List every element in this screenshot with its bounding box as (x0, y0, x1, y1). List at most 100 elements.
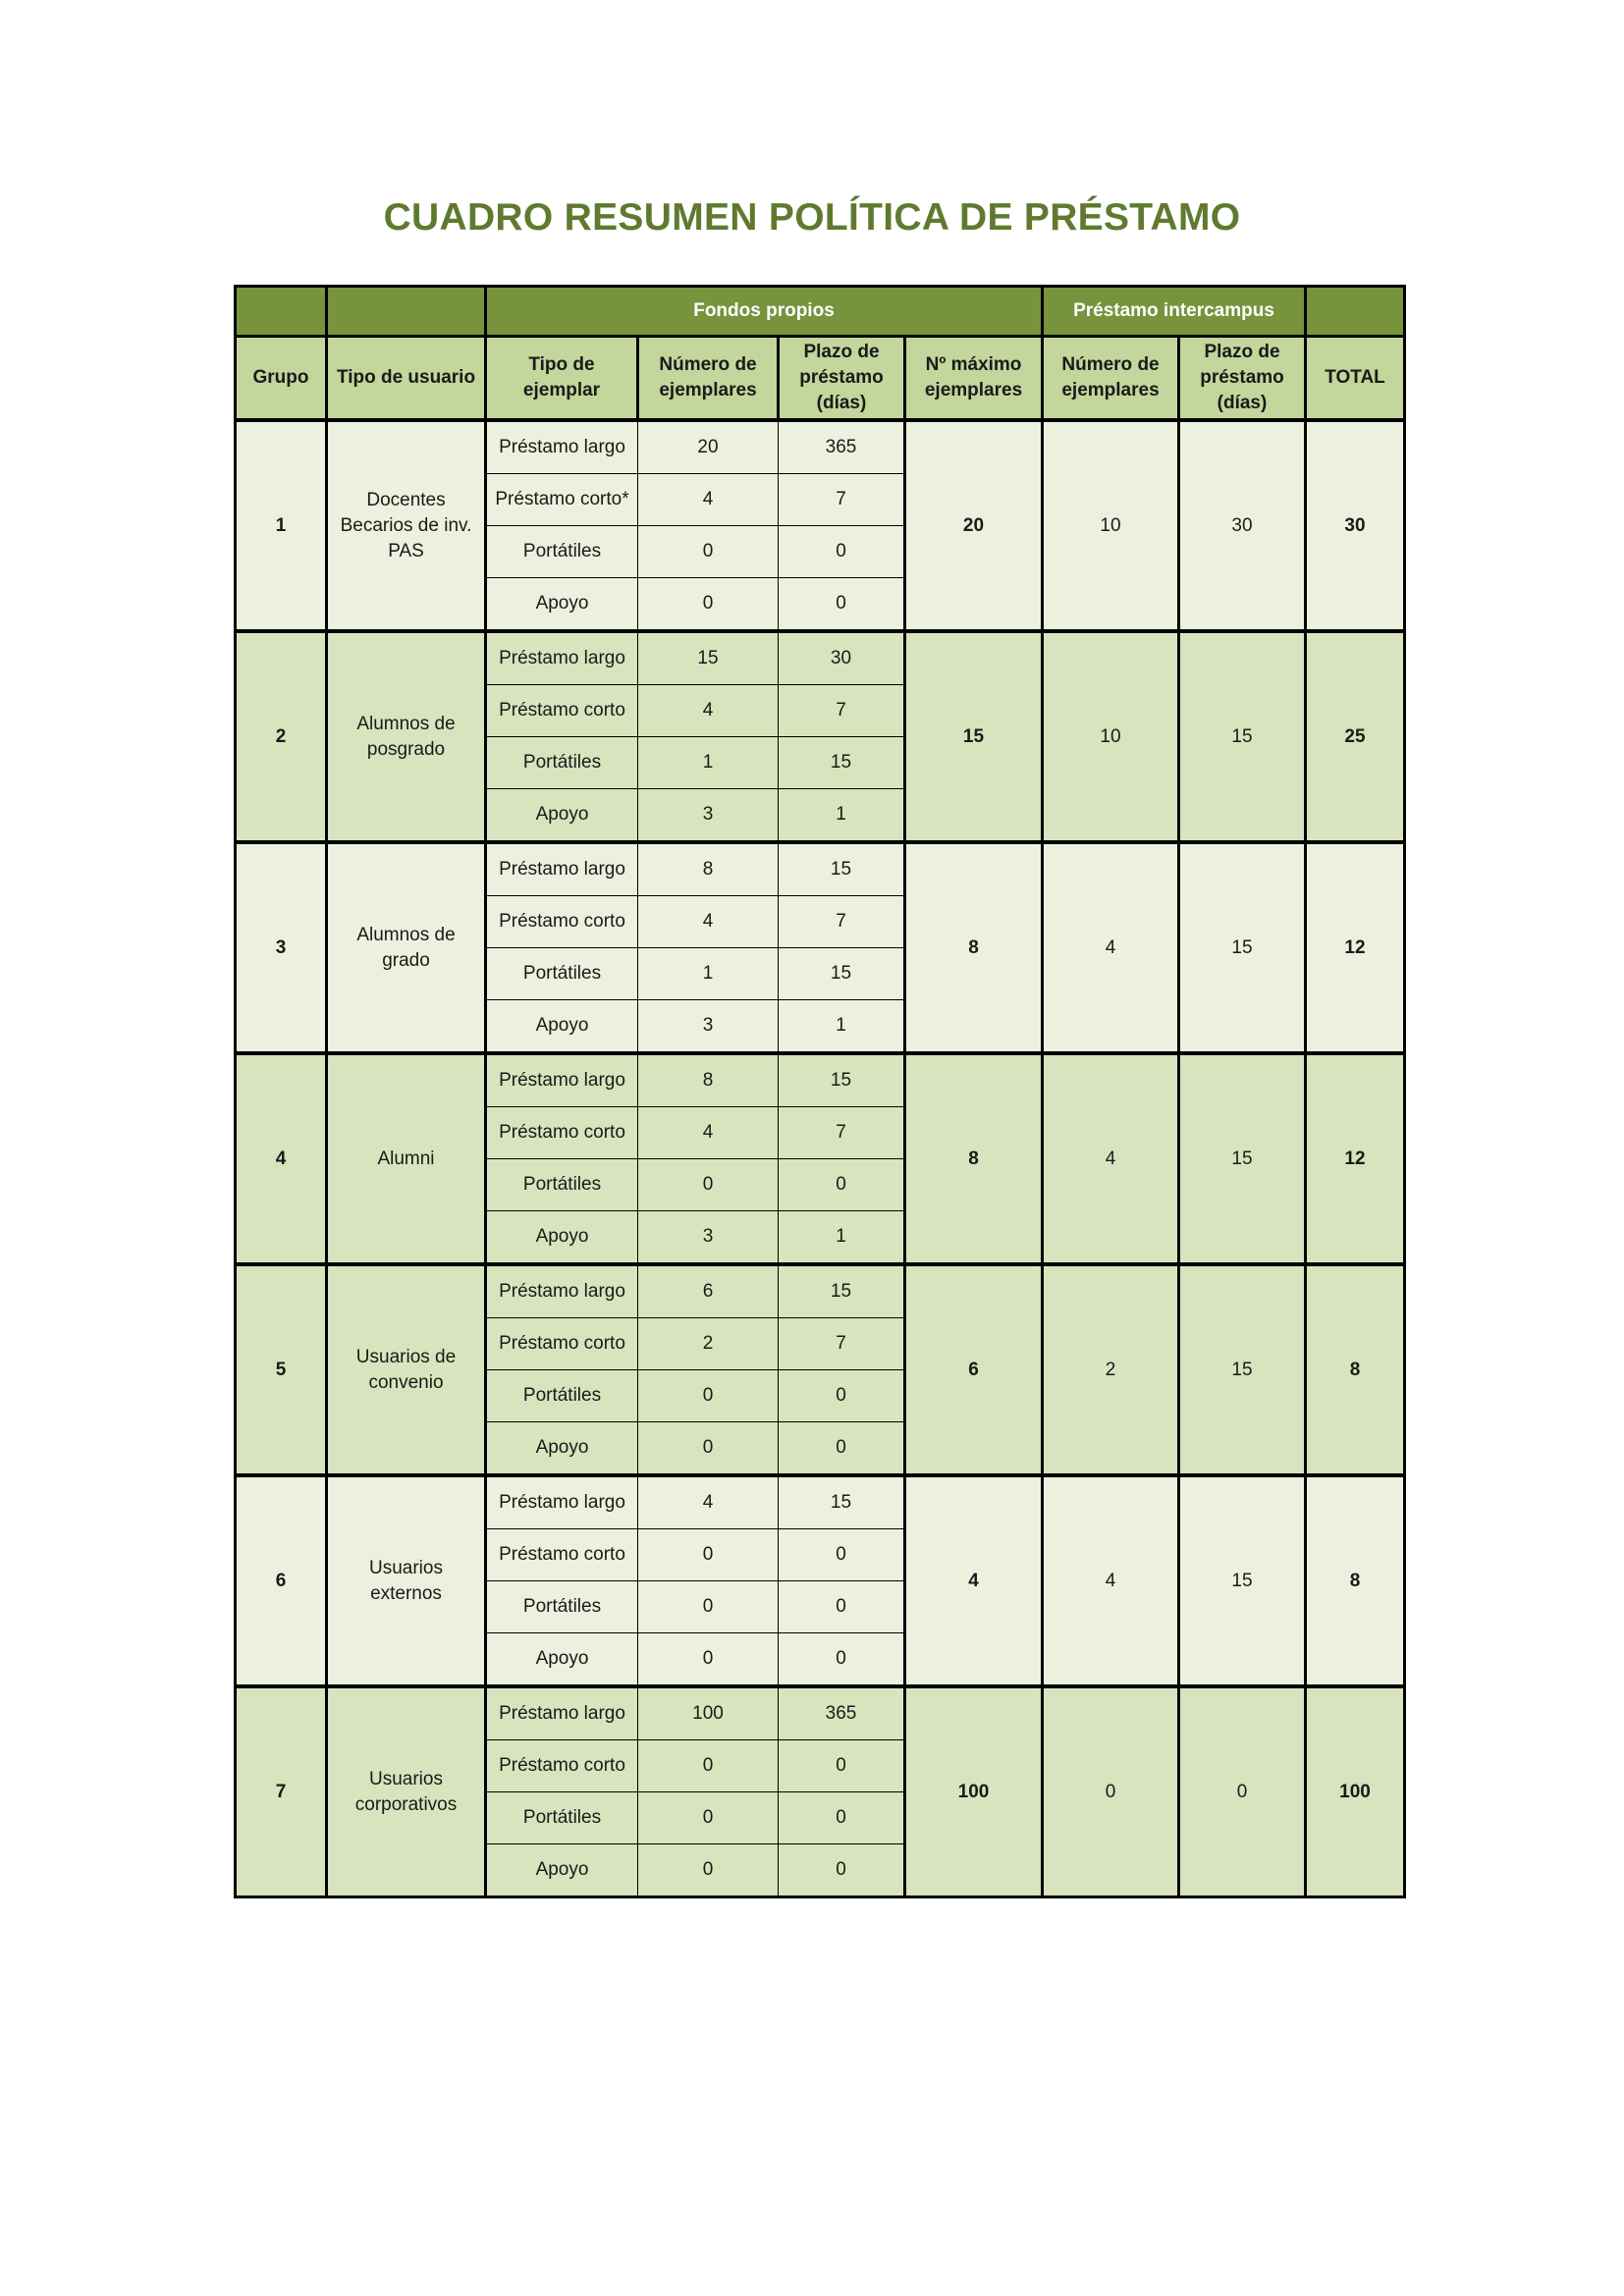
item-type-cell: Apoyo (485, 577, 638, 632)
group-number-cell: 3 (234, 840, 328, 1054)
item-type-cell: Préstamo largo (485, 1051, 638, 1107)
header-blank (234, 285, 328, 338)
item-type-cell: Préstamo corto (485, 895, 638, 948)
item-type-cell: Préstamo corto* (485, 473, 638, 526)
item-count-cell: 4 (637, 473, 779, 526)
item-count-cell: 0 (637, 577, 779, 632)
item-type-cell: Portátiles (485, 525, 638, 578)
item-count-cell: 0 (637, 1528, 779, 1581)
max-items-cell: 100 (903, 1684, 1044, 1897)
group-number-cell: 2 (234, 629, 328, 843)
column-header-intercampus-plazo: Plazo de préstamo (días) (1177, 336, 1307, 422)
intercampus-count-cell: 4 (1041, 840, 1180, 1054)
group-number-cell: 7 (234, 1684, 328, 1897)
item-days-cell: 1 (778, 999, 905, 1054)
item-type-cell: Portátiles (485, 1580, 638, 1633)
intercampus-days-cell: 0 (1178, 1684, 1306, 1897)
item-type-cell: Préstamo largo (485, 629, 638, 685)
table-row: Portátiles 1 15 (236, 736, 1405, 789)
table-row: Portátiles 0 0 (236, 525, 1405, 578)
item-count-cell: 100 (637, 1684, 779, 1740)
table-row: Apoyo 0 0 (236, 1843, 1405, 1897)
item-days-cell: 30 (778, 629, 905, 685)
item-days-cell: 0 (778, 1528, 905, 1581)
item-count-cell: 1 (637, 736, 779, 789)
loan-policy-table: Fondos propios Préstamo intercampus Grup… (234, 285, 1406, 1898)
item-days-cell: 15 (778, 1051, 905, 1107)
item-days-cell: 7 (778, 473, 905, 526)
item-count-cell: 4 (637, 1106, 779, 1159)
table-row: Apoyo 3 1 (236, 1210, 1405, 1265)
max-items-cell: 4 (903, 1473, 1044, 1687)
header-blank (1304, 285, 1406, 338)
table-row: Préstamo corto 0 0 (236, 1528, 1405, 1581)
column-header-grupo: Grupo (234, 336, 328, 422)
item-count-cell: 4 (637, 1473, 779, 1529)
table-row: Préstamo corto 0 0 (236, 1739, 1405, 1792)
group-number-cell: 6 (234, 1473, 328, 1687)
user-type-cell: Usuarios de convenio (325, 1262, 487, 1476)
item-type-cell: Portátiles (485, 1369, 638, 1422)
column-header-total: TOTAL (1304, 336, 1406, 422)
table-row: 5 Usuarios de convenio Préstamo largo 6 15 6 2… (234, 1262, 1406, 1476)
intercampus-days-cell: 15 (1178, 1262, 1306, 1476)
user-type-cell: Docentes Becarios de inv. PAS (325, 418, 487, 632)
user-type-cell: Usuarios externos (325, 1473, 487, 1687)
item-count-cell: 4 (637, 684, 779, 737)
page-title: CUADRO RESUMEN POLÍTICA DE PRÉSTAMO (383, 196, 1241, 239)
intercampus-count-cell: 4 (1041, 1051, 1180, 1265)
column-header-max-ejemplares: Nº máximo ejemplares (903, 336, 1044, 422)
item-days-cell: 7 (778, 1317, 905, 1370)
table-row: Apoyo 0 0 (236, 1421, 1405, 1476)
intercampus-count-cell: 0 (1041, 1684, 1180, 1897)
table-row: Apoyo 3 1 (236, 788, 1405, 843)
item-type-cell: Portátiles (485, 1158, 638, 1211)
item-type-cell: Portátiles (485, 947, 638, 1000)
intercampus-days-cell: 30 (1178, 418, 1306, 632)
item-days-cell: 15 (778, 1473, 905, 1529)
intercampus-days-cell: 15 (1178, 1473, 1306, 1687)
intercampus-days-cell: 15 (1178, 1051, 1306, 1265)
table-row: Préstamo corto 4 7 (236, 1106, 1405, 1159)
item-count-cell: 0 (637, 1791, 779, 1844)
item-count-cell: 6 (637, 1262, 779, 1318)
item-days-cell: 0 (778, 1632, 905, 1687)
group-number-cell: 1 (234, 418, 328, 632)
max-items-cell: 6 (903, 1262, 1044, 1476)
table-row: 3 Alumnos de grado Préstamo largo 8 15 8 4 15 12 (234, 840, 1406, 1054)
total-cell: 12 (1304, 840, 1406, 1054)
item-count-cell: 0 (637, 1421, 779, 1476)
item-count-cell: 1 (637, 947, 779, 1000)
item-days-cell: 0 (778, 1739, 905, 1792)
user-type-cell: Usuarios corporativos (325, 1684, 487, 1897)
header-blank (325, 285, 487, 338)
item-days-cell: 0 (778, 1580, 905, 1633)
table-row: Portátiles 0 0 (236, 1158, 1405, 1211)
item-count-cell: 3 (637, 788, 779, 843)
item-days-cell: 0 (778, 1158, 905, 1211)
header-fondos-propios: Fondos propios (484, 285, 1044, 338)
table-row: 1 Docentes Becarios de inv. PAS Préstamo l… (234, 418, 1406, 632)
table-row: Apoyo 3 1 (236, 999, 1405, 1054)
item-count-cell: 0 (637, 1739, 779, 1792)
total-cell: 100 (1304, 1684, 1406, 1897)
table-row: 4 Alumni Préstamo largo 8 15 8 4 15 12 (234, 1051, 1406, 1265)
item-count-cell: 0 (637, 1158, 779, 1211)
total-cell: 25 (1304, 629, 1406, 843)
item-days-cell: 1 (778, 1210, 905, 1265)
item-days-cell: 15 (778, 840, 905, 896)
item-type-cell: Portátiles (485, 736, 638, 789)
table-row: Préstamo corto 4 7 (236, 895, 1405, 948)
item-days-cell: 365 (778, 418, 905, 474)
column-header-plazo-prestamo: Plazo de préstamo (días) (777, 336, 906, 422)
item-days-cell: 15 (778, 947, 905, 1000)
max-items-cell: 15 (903, 629, 1044, 843)
user-type-cell: Alumnos de posgrado (325, 629, 487, 843)
intercampus-count-cell: 10 (1041, 629, 1180, 843)
max-items-cell: 20 (903, 418, 1044, 632)
user-type-cell: Alumnos de grado (325, 840, 487, 1054)
intercampus-days-cell: 15 (1178, 629, 1306, 843)
total-cell: 30 (1304, 418, 1406, 632)
column-header-tipo-ejemplar: Tipo de ejemplar (484, 336, 639, 422)
item-type-cell: Apoyo (485, 1210, 638, 1265)
